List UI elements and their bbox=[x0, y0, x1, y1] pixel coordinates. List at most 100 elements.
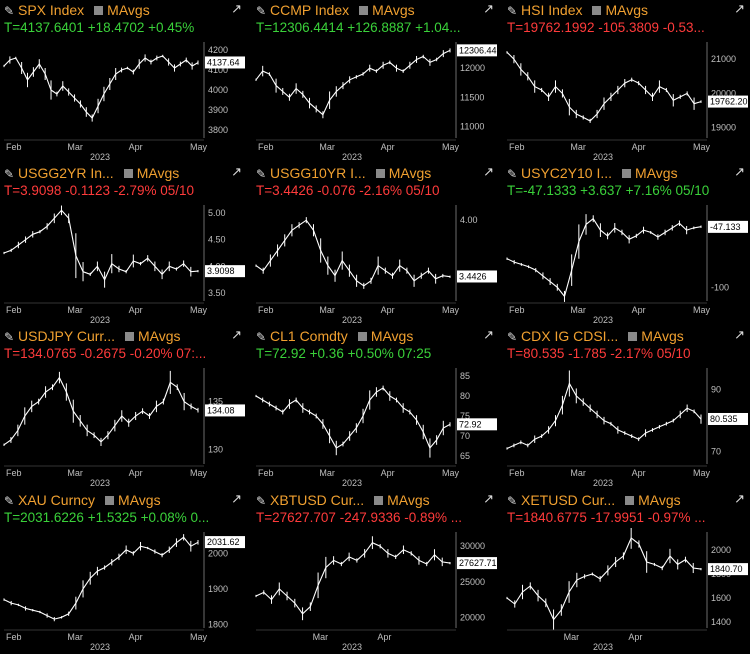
expand-icon[interactable]: ↗ bbox=[483, 1, 494, 16]
ticker-label[interactable]: XAU Curncy bbox=[18, 492, 96, 508]
mavgs-checkbox[interactable] bbox=[625, 496, 635, 505]
pencil-icon[interactable]: ✎ bbox=[4, 4, 15, 18]
price-chart[interactable]: 135 130 134.08 Feb Mar Apr May 2023 bbox=[0, 364, 246, 488]
pencil-icon[interactable]: ✎ bbox=[507, 167, 518, 181]
mavgs-label[interactable]: MAvgs bbox=[107, 2, 150, 18]
pencil-icon[interactable]: ✎ bbox=[256, 494, 267, 508]
ticker-label[interactable]: SPX Index bbox=[18, 2, 85, 18]
mavgs-checkbox[interactable] bbox=[94, 6, 104, 15]
pencil-icon[interactable]: ✎ bbox=[507, 4, 518, 18]
last-price-label: 3.9098 bbox=[207, 266, 235, 276]
mavgs-label[interactable]: MAvgs bbox=[638, 492, 681, 508]
mavgs-label[interactable]: MAvgs bbox=[136, 165, 180, 181]
chart-panel[interactable]: ✎ HSI Index MAvgs ↗ T=19762.1992 -105.3809… bbox=[503, 0, 749, 162]
expand-icon[interactable]: ↗ bbox=[231, 491, 242, 506]
ticker-label[interactable]: USGG10YR I... bbox=[270, 165, 366, 181]
chart-panel[interactable]: ✎ USDJPY Curr... MAvgs ↗ T=134.0765 -0.267… bbox=[0, 326, 246, 488]
chart-panel[interactable]: ✎ SPX Index MAvgs ↗ T=4137.6401 +18.4702 +… bbox=[0, 0, 246, 162]
pencil-icon[interactable]: ✎ bbox=[4, 494, 15, 508]
x-tick-label: Mar bbox=[67, 468, 83, 478]
mavgs-checkbox[interactable] bbox=[357, 332, 367, 341]
price-chart[interactable]: 85 80 75 70 65 72.92 Feb Mar Apr May 2023 bbox=[252, 364, 498, 488]
pencil-icon[interactable]: ✎ bbox=[507, 330, 518, 344]
expand-icon[interactable]: ↗ bbox=[734, 164, 745, 179]
chart-panel[interactable]: ✎ XETUSD Cur... MAvgs ↗ T=1840.6775 -17.99… bbox=[503, 490, 749, 652]
expand-icon[interactable]: ↗ bbox=[734, 491, 745, 506]
chart-panel[interactable]: ✎ XAU Curncy MAvgs ↗ T=2031.6226 +1.5325 +… bbox=[0, 490, 246, 652]
x-tick-label: Mar bbox=[564, 632, 580, 642]
mavgs-checkbox[interactable] bbox=[374, 496, 384, 505]
y-axis: 5.004.504.003.50 bbox=[203, 205, 226, 301]
price-chart[interactable]: 12000 11500 11000 12306.44 Feb Mar Apr May 2023 bbox=[252, 38, 498, 162]
ticker-label[interactable]: CCMP Index bbox=[270, 2, 350, 18]
ticker-label[interactable]: XBTUSD Cur... bbox=[270, 492, 365, 508]
expand-icon[interactable]: ↗ bbox=[231, 164, 242, 179]
price-chart[interactable]: 4200 4100 4000 3900 3800 4137.64 Feb Mar Apr May 2… bbox=[0, 38, 246, 162]
mavgs-label[interactable]: MAvgs bbox=[372, 2, 415, 18]
chart-panel[interactable]: ✎ XBTUSD Cur... MAvgs ↗ T=27627.707 -247.9… bbox=[252, 490, 498, 652]
ticker-label[interactable]: CDX IG CDSI... bbox=[521, 328, 619, 344]
mavgs-label[interactable]: MAvgs bbox=[387, 492, 430, 508]
chart-panel[interactable]: ✎ USGG10YR I... MAvgs ↗ T=3.4426 -0.076 -2… bbox=[252, 163, 498, 325]
last-price-label: 3.4426 bbox=[459, 271, 487, 281]
mavgs-checkbox[interactable] bbox=[105, 496, 115, 505]
mavgs-label[interactable]: MAvgs bbox=[370, 328, 414, 344]
mavgs-label[interactable]: MAvgs bbox=[641, 328, 684, 344]
mavgs-checkbox[interactable] bbox=[622, 169, 632, 178]
expand-icon[interactable]: ↗ bbox=[734, 1, 745, 16]
pencil-icon[interactable]: ✎ bbox=[256, 330, 267, 344]
y-tick-label: 70 bbox=[460, 431, 470, 441]
chart-panel[interactable]: ✎ USGG2YR In... MAvgs ↗ T=3.9098 -0.1123 -… bbox=[0, 163, 246, 325]
y-tick-label: 135 bbox=[208, 397, 223, 407]
expand-icon[interactable]: ↗ bbox=[483, 327, 494, 342]
ticker-label[interactable]: USDJPY Curr... bbox=[18, 328, 115, 344]
chart-panel[interactable]: ✎ USYC2Y10 I... MAvgs ↗ T=-47.1333 +3.637 … bbox=[503, 163, 749, 325]
ticker-label[interactable]: USYC2Y10 I... bbox=[521, 165, 613, 181]
price-chart[interactable]: 30000 25000 20000 27627.71 Mar Apr 2023 bbox=[252, 528, 498, 652]
quote-line: T=3.4426 -0.076 -2.16% 05/10 bbox=[256, 183, 440, 198]
ticker-label[interactable]: CL1 Comdty bbox=[270, 328, 348, 344]
price-chart[interactable]: 4.00 3.4426 Feb Mar Apr May 2023 bbox=[252, 201, 498, 325]
x-tick-label: Apr bbox=[381, 468, 395, 478]
ticker-label[interactable]: HSI Index bbox=[521, 2, 583, 18]
mavgs-checkbox[interactable] bbox=[375, 169, 385, 178]
x-year-label: 2023 bbox=[90, 478, 110, 488]
chart-panel[interactable]: ✎ CL1 Comdty MAvgs ↗ T=72.92 +0.36 +0.50% … bbox=[252, 326, 498, 488]
mavgs-label[interactable]: MAvgs bbox=[388, 165, 432, 181]
price-chart[interactable]: -100 -47.133 Feb Mar Apr May 2023 bbox=[503, 201, 749, 325]
mavgs-checkbox[interactable] bbox=[628, 332, 638, 341]
expand-icon[interactable]: ↗ bbox=[483, 491, 494, 506]
y-tick-label: 2000 bbox=[711, 545, 731, 555]
expand-icon[interactable]: ↗ bbox=[231, 327, 242, 342]
price-chart[interactable]: 21000 20000 19000 19762.20 Feb Mar Apr May 2023 bbox=[503, 38, 749, 162]
pencil-icon[interactable]: ✎ bbox=[4, 330, 15, 344]
mavgs-label[interactable]: MAvgs bbox=[118, 492, 161, 508]
mavgs-label[interactable]: MAvgs bbox=[635, 165, 678, 181]
mavgs-checkbox[interactable] bbox=[592, 6, 602, 15]
mavgs-label[interactable]: MAvgs bbox=[605, 2, 649, 18]
mavgs-label[interactable]: MAvgs bbox=[138, 328, 181, 344]
last-price-label: 72.92 bbox=[459, 419, 482, 429]
ticker-label[interactable]: USGG2YR In... bbox=[18, 165, 114, 181]
price-line bbox=[3, 55, 199, 119]
expand-icon[interactable]: ↗ bbox=[231, 1, 242, 16]
chart-panel[interactable]: ✎ CCMP Index MAvgs ↗ T=12306.4414 +126.888… bbox=[252, 0, 498, 162]
price-chart[interactable]: 2000 1900 1800 2031.62 Feb Mar Apr May 2023 bbox=[0, 528, 246, 652]
chart-panel[interactable]: ✎ CDX IG CDSI... MAvgs ↗ T=80.535 -1.785 -… bbox=[503, 326, 749, 488]
mavgs-checkbox[interactable] bbox=[123, 169, 133, 178]
pencil-icon[interactable]: ✎ bbox=[507, 494, 518, 508]
last-price-box bbox=[205, 404, 245, 417]
expand-icon[interactable]: ↗ bbox=[483, 164, 494, 179]
x-year-label: 2023 bbox=[342, 642, 362, 652]
pencil-icon[interactable]: ✎ bbox=[256, 167, 267, 181]
pencil-icon[interactable]: ✎ bbox=[4, 167, 15, 181]
pencil-icon[interactable]: ✎ bbox=[256, 4, 267, 18]
mavgs-checkbox[interactable] bbox=[359, 6, 369, 15]
expand-icon[interactable]: ↗ bbox=[734, 327, 745, 342]
ticker-label[interactable]: XETUSD Cur... bbox=[521, 492, 616, 508]
mavgs-checkbox[interactable] bbox=[125, 332, 134, 341]
x-axis: Feb Mar Apr May 2023 bbox=[256, 465, 460, 488]
